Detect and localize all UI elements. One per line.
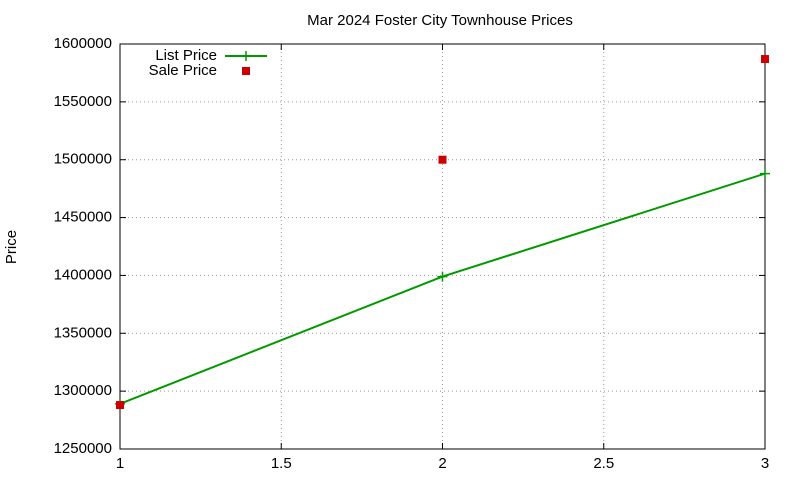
y-tick-label: 1400000 [54, 266, 112, 283]
data-point [116, 401, 124, 410]
legend-label: Sale Price [149, 62, 217, 79]
data-point [437, 271, 448, 282]
legend-swatch [242, 67, 250, 75]
data-point [438, 155, 447, 164]
y-axis-label: Price [3, 230, 20, 264]
y-tick-label: 1500000 [54, 151, 112, 168]
legend-label: List Price [155, 47, 217, 64]
y-tick-label: 1300000 [54, 382, 112, 399]
legend-swatch [241, 51, 251, 61]
x-tick-label: 2 [438, 455, 446, 472]
plot-border [119, 43, 766, 450]
x-tick-label: 3 [761, 455, 769, 472]
x-tick-label: 2.5 [593, 455, 614, 472]
y-tick-label: 1550000 [54, 93, 112, 110]
y-tick-label: 1600000 [54, 35, 112, 52]
y-tick-label: 1350000 [54, 324, 112, 341]
x-tick-label: 1.5 [271, 455, 292, 472]
data-point [760, 168, 770, 179]
y-tick-label: 1450000 [54, 209, 112, 226]
y-tick-label: 1250000 [54, 440, 112, 457]
data-point [761, 55, 769, 64]
chart-title: Mar 2024 Foster City Townhouse Prices [307, 12, 573, 29]
x-tick-label: 1 [116, 455, 124, 472]
